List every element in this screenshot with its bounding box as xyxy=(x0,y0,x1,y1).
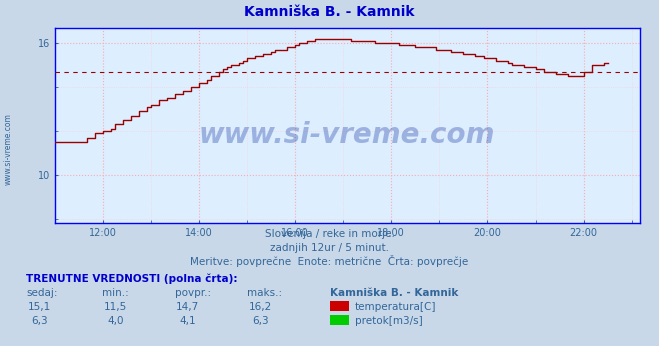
Text: sedaj:: sedaj: xyxy=(26,288,58,298)
Text: povpr.:: povpr.: xyxy=(175,288,211,298)
Text: Kamniška B. - Kamnik: Kamniška B. - Kamnik xyxy=(330,288,458,298)
Text: Meritve: povprečne  Enote: metrične  Črta: povprečje: Meritve: povprečne Enote: metrične Črta:… xyxy=(190,255,469,267)
Text: www.si-vreme.com: www.si-vreme.com xyxy=(3,113,13,185)
Text: pretok[m3/s]: pretok[m3/s] xyxy=(355,316,422,326)
Text: Slovenija / reke in morje.: Slovenija / reke in morje. xyxy=(264,229,395,239)
Text: www.si-vreme.com: www.si-vreme.com xyxy=(199,121,496,149)
Text: 6,3: 6,3 xyxy=(31,316,48,326)
Text: maks.:: maks.: xyxy=(247,288,282,298)
Text: 15,1: 15,1 xyxy=(28,302,51,312)
Text: 6,3: 6,3 xyxy=(252,316,269,326)
Text: 11,5: 11,5 xyxy=(103,302,127,312)
Text: temperatura[C]: temperatura[C] xyxy=(355,302,436,312)
Text: 4,0: 4,0 xyxy=(107,316,124,326)
Text: 16,2: 16,2 xyxy=(248,302,272,312)
Text: 4,1: 4,1 xyxy=(179,316,196,326)
Text: min.:: min.: xyxy=(102,288,129,298)
Text: Kamniška B. - Kamnik: Kamniška B. - Kamnik xyxy=(244,4,415,19)
Text: zadnjih 12ur / 5 minut.: zadnjih 12ur / 5 minut. xyxy=(270,243,389,253)
Text: TRENUTNE VREDNOSTI (polna črta):: TRENUTNE VREDNOSTI (polna črta): xyxy=(26,273,238,284)
Text: 14,7: 14,7 xyxy=(176,302,200,312)
